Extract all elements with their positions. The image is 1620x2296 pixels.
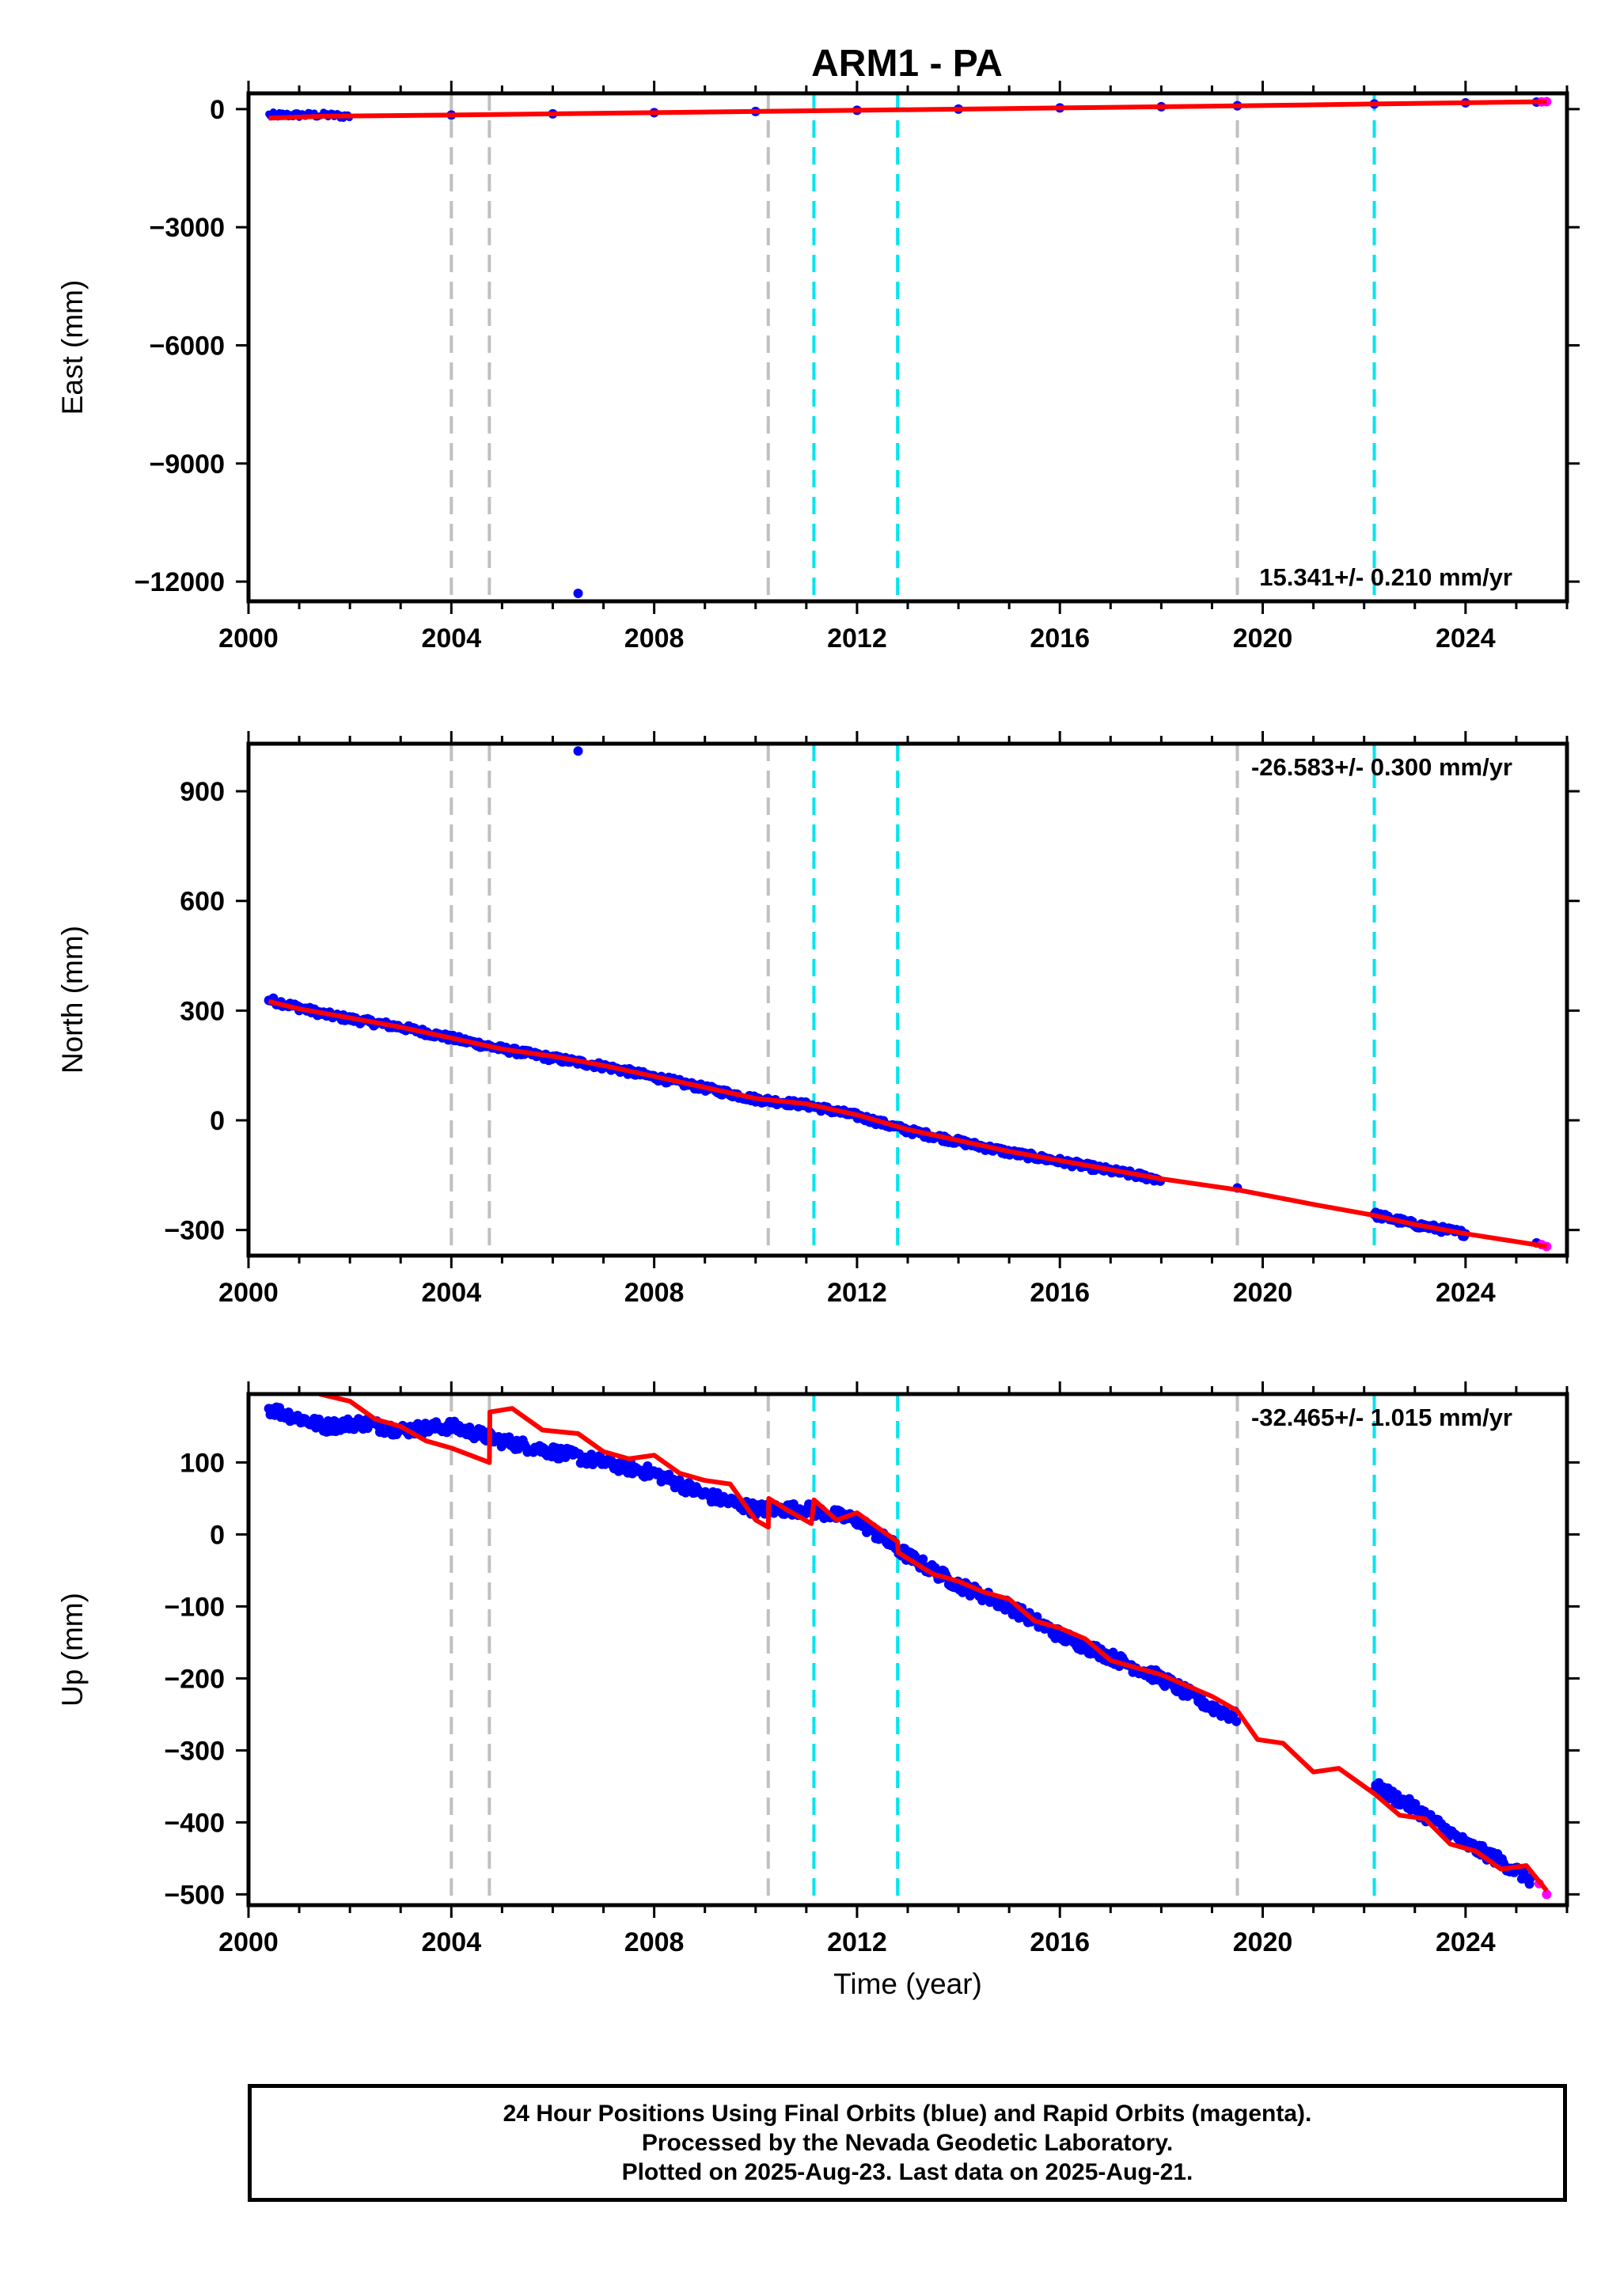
north-model-line	[267, 998, 1547, 1249]
east-y-axis-title: East (mm)	[56, 280, 89, 415]
up-x-tick-label: 2016	[1030, 1927, 1090, 1957]
north-y-tick-label: 900	[180, 777, 225, 807]
up-x-tick-label: 2008	[624, 1927, 685, 1957]
up-final-point	[1231, 1716, 1242, 1726]
north-x-tick-label: 2008	[624, 1278, 685, 1308]
up-x-tick-label: 2000	[218, 1927, 279, 1957]
east-x-tick-label: 2024	[1436, 623, 1496, 654]
north-y-tick-label: −300	[164, 1216, 225, 1246]
up-y-tick-label: −300	[164, 1736, 225, 1766]
up-y-tick-label: −200	[164, 1664, 225, 1694]
caption-line-1: 24 Hour Positions Using Final Orbits (bl…	[503, 2101, 1312, 2127]
east-x-tick-label: 2016	[1030, 623, 1090, 654]
east-y-tick-label: −3000	[150, 213, 226, 243]
up-y-tick-label: 100	[180, 1448, 225, 1478]
north-x-tick-label: 2016	[1030, 1278, 1090, 1308]
east-plot-area	[265, 97, 1552, 599]
north-x-tick-label: 2004	[421, 1278, 481, 1308]
up-y-tick-label: −500	[164, 1880, 225, 1910]
east-y-tick-label: 0	[210, 95, 225, 125]
north-frame	[246, 741, 1569, 1258]
north-plot-area	[264, 746, 1552, 1252]
up-y-tick-label: −100	[164, 1592, 225, 1622]
caption-box: 24 Hour Positions Using Final Orbits (bl…	[248, 2084, 1567, 2202]
east-x-tick-label: 2020	[1233, 623, 1293, 654]
up-plot-area	[264, 1394, 1552, 1900]
east-x-tick-label: 2008	[624, 623, 685, 654]
up-panel: 2000 2004 2008 2012 2016 2020 2024 100 0 −100 −200…	[56, 1381, 1580, 2000]
east-outlier-point	[573, 589, 583, 599]
east-x-tick-label: 2004	[421, 623, 481, 654]
up-x-tick-label: 2004	[421, 1927, 481, 1957]
east-frame	[246, 91, 1569, 604]
east-y-tick-label: −12000	[135, 567, 225, 597]
caption-line-3: Plotted on 2025-Aug-23. Last data on 202…	[621, 2159, 1193, 2185]
north-x-tick-label: 2012	[827, 1278, 887, 1308]
east-panel: 2000 2004 2008 2012 2016 2020 2024 0 −3000 −6000 −…	[56, 81, 1580, 654]
up-final-point	[504, 1432, 514, 1442]
east-rate-label: 15.341+/- 0.210 mm/yr	[1259, 563, 1512, 591]
north-x-tick-label: 2024	[1436, 1278, 1496, 1308]
north-panel: 2000 2004 2008 2012 2016 2020 2024 900 600 300 0 −3…	[56, 731, 1580, 1308]
north-y-tick-label: 600	[180, 887, 225, 917]
north-rate-label: -26.583+/- 0.300 mm/yr	[1251, 753, 1512, 781]
up-x-tick-label: 2020	[1233, 1927, 1293, 1957]
north-outlier-point	[573, 746, 583, 756]
east-x-tick-label: 2000	[218, 623, 279, 654]
up-rate-label: -32.465+/- 1.015 mm/yr	[1251, 1404, 1512, 1431]
up-x-tick-label: 2024	[1436, 1927, 1496, 1957]
up-final-point	[465, 1422, 475, 1432]
up-final-point	[918, 1554, 928, 1564]
north-x-tick-label: 2020	[1233, 1278, 1293, 1308]
north-y-axis-title: North (mm)	[56, 926, 89, 1074]
main-title: ARM1 - PA	[811, 43, 1003, 85]
east-x-tick-label: 2012	[827, 623, 887, 654]
up-y-tick-label: −400	[164, 1808, 225, 1838]
up-y-tick-label: 0	[210, 1520, 225, 1550]
up-final-point	[413, 1419, 423, 1429]
east-y-tick-label: −6000	[150, 332, 226, 362]
up-y-axis-title: Up (mm)	[56, 1593, 89, 1707]
north-x-tick-label: 2000	[218, 1278, 279, 1308]
up-rapid-point	[1542, 1889, 1552, 1900]
up-frame	[246, 1392, 1569, 1908]
north-y-tick-label: 300	[180, 996, 225, 1026]
east-y-tick-label: −9000	[150, 449, 226, 479]
caption-line-2: Processed by the Nevada Geodetic Laborat…	[641, 2130, 1174, 2156]
up-x-tick-label: 2012	[827, 1927, 887, 1957]
east-model-line	[268, 99, 1547, 121]
up-model-line	[319, 1394, 1549, 1892]
x-axis-title: Time (year)	[833, 1968, 982, 2000]
north-y-tick-label: 0	[210, 1106, 225, 1136]
